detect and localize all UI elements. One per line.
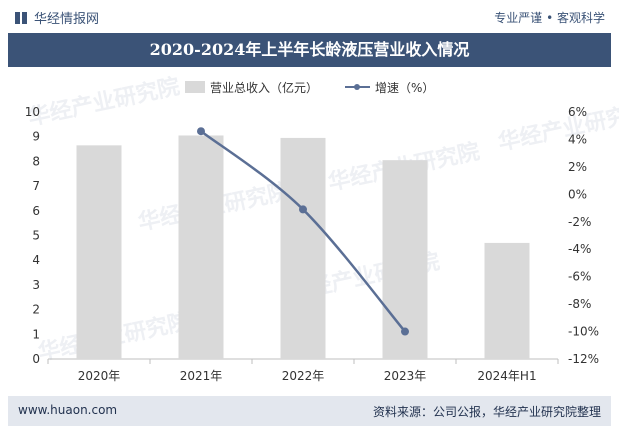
legend-line-marker (354, 84, 360, 90)
y-left-tick-label: 8 (32, 154, 40, 168)
y-left-tick-label: 4 (32, 253, 40, 267)
y-right-tick-label: -8% (568, 297, 591, 311)
y-left-tick-label: 2 (32, 303, 40, 317)
x-tick-label: 2024年H1 (477, 369, 536, 383)
y-left-tick-label: 9 (32, 130, 40, 144)
chart-title: 2020-2024年上半年长龄液压营业收入情况 (8, 33, 611, 67)
y-left-tick-label: 10 (25, 105, 40, 119)
bar-revenue (178, 135, 224, 359)
x-tick-label: 2022年 (282, 369, 325, 383)
y-left-tick-label: 6 (32, 204, 40, 218)
bar-revenue (484, 242, 530, 359)
y-right-tick-label: 4% (568, 132, 587, 146)
top-bar: 华经情报网 专业严谨 • 客观科学 (0, 0, 619, 31)
legend-bar-swatch (185, 81, 205, 93)
growth-point (197, 127, 205, 136)
footer: www.huaon.com 资料来源：公司公报，华经产业研究院整理 (8, 396, 611, 426)
y-left-tick-label: 0 (32, 352, 40, 366)
y-right-tick-label: 6% (568, 105, 587, 119)
x-tick-label: 2021年 (180, 369, 223, 383)
y-left-tick-label: 7 (32, 179, 40, 193)
tagline: 专业严谨 • 客观科学 (494, 11, 605, 25)
legend-bar-label: 营业总收入（亿元） (210, 80, 318, 95)
brand-name: 华经情报网 (34, 12, 100, 27)
y-left-tick-label: 1 (32, 327, 40, 341)
y-right-tick-label: -6% (568, 270, 591, 284)
y-right-tick-label: -4% (568, 242, 591, 256)
watermark-text: 华经产业研究院 (26, 73, 182, 130)
y-left-tick-label: 3 (32, 278, 40, 292)
x-tick-label: 2023年 (384, 369, 427, 383)
x-tick-label: 2020年 (78, 369, 121, 383)
bar-revenue (382, 160, 428, 359)
watermark-text: 华经产业研究院 (496, 98, 619, 155)
y-right-tick-label: -12% (568, 352, 599, 366)
footer-website: www.huaon.com (18, 403, 118, 417)
footer-source: 资料来源：公司公报，华经产业研究院整理 (372, 405, 601, 419)
y-right-tick-label: 2% (568, 160, 587, 174)
y-left-tick-label: 5 (32, 229, 40, 243)
growth-point (299, 205, 307, 214)
bar-revenue (280, 137, 326, 359)
book-icon (14, 11, 28, 25)
brand: 华经情报网 (14, 8, 99, 27)
growth-point (401, 327, 409, 336)
growth-line (197, 127, 409, 336)
bar-revenue (76, 145, 122, 359)
legend-line-label: 增速（%） (375, 81, 434, 95)
y-right-tick-label: -10% (568, 325, 599, 339)
bars (76, 135, 530, 359)
y-right-tick-label: -2% (568, 215, 591, 229)
y-right-tick-label: 0% (568, 187, 587, 201)
axes: 0 1 2 3 4 5 6 7 8 9 10 -12% -10% -8% -6% -4% -2% 0% 2% 4% 6%… (25, 105, 599, 383)
legend: 营业总收入（亿元） 增速（%） (185, 80, 434, 95)
